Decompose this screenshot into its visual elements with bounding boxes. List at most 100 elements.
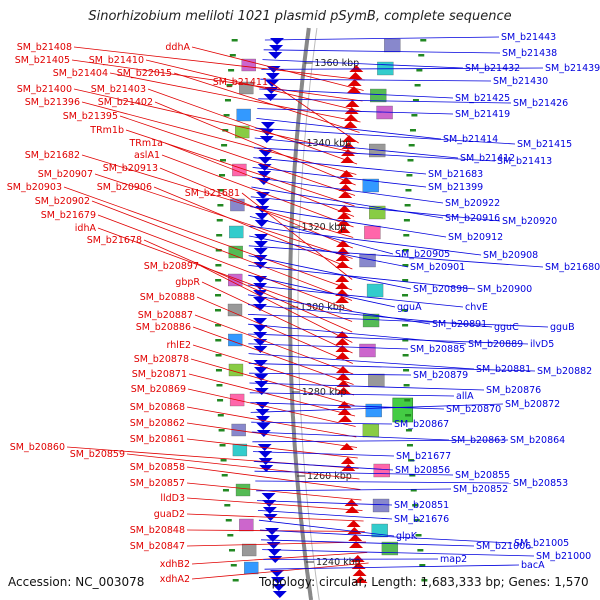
- reverse-gene-arrow: [268, 52, 283, 59]
- left-leader-line: [97, 214, 353, 312]
- right-leader-line: [258, 98, 512, 104]
- left-gene-label-sm-b21681: SM_b21681: [185, 188, 240, 199]
- green-marker: [404, 204, 411, 207]
- forward-gene-arrow: [348, 72, 363, 79]
- reverse-gene-arrow: [256, 430, 271, 437]
- feature-box: [364, 225, 381, 240]
- green-marker: [407, 159, 414, 162]
- forward-gene-arrow: [335, 331, 350, 338]
- reverse-gene-arrow: [255, 409, 270, 416]
- right-leader-line: [256, 118, 442, 140]
- right-gene-label-sm-b20882: SM_b20882: [537, 366, 592, 377]
- forward-gene-arrow: [339, 170, 354, 177]
- reverse-gene-arrow: [262, 507, 277, 514]
- left-gene-label-guad2: guaD2: [154, 509, 185, 520]
- left-gene-label-sm-b20868: SM_b20868: [130, 402, 185, 413]
- green-marker: [419, 564, 426, 567]
- left-gene-label-sm-b20907: SM_b20907: [38, 169, 93, 180]
- green-marker: [409, 474, 416, 477]
- green-marker: [410, 489, 417, 492]
- green-marker: [402, 324, 409, 327]
- forward-gene-arrow: [345, 100, 360, 107]
- left-leader-line: [192, 326, 354, 385]
- left-leader-line: [191, 562, 369, 580]
- green-marker: [226, 84, 233, 87]
- left-gene-label-sm-b21678: SM_b21678: [87, 235, 142, 246]
- right-leader-line: [255, 480, 512, 484]
- feature-box: [227, 303, 243, 317]
- forward-gene-arrow: [335, 338, 350, 345]
- green-marker: [402, 249, 409, 252]
- left-leader-line: [186, 513, 364, 522]
- right-gene-label-sm-b21415: SM_b21415: [517, 139, 572, 150]
- green-marker: [215, 249, 222, 252]
- right-gene-label-sm-b20876: SM_b20876: [486, 385, 541, 396]
- right-gene-label-sm-b21426: SM_b21426: [513, 98, 568, 109]
- feature-box: [359, 343, 376, 358]
- feature-box: [232, 443, 248, 457]
- green-marker: [417, 549, 424, 552]
- forward-gene-arrow: [335, 352, 350, 359]
- right-leader-line: [255, 127, 516, 145]
- green-marker: [222, 129, 229, 132]
- right-gene-label-sm-b21430: SM_b21430: [493, 76, 548, 87]
- reverse-gene-arrow: [265, 73, 280, 80]
- right-leader-line: [252, 167, 427, 188]
- right-gene-label-sm-b21677: SM_b21677: [396, 451, 451, 462]
- right-gene-label-sm-b20864: SM_b20864: [510, 435, 565, 446]
- reverse-gene-arrow: [269, 38, 284, 45]
- right-leader-line: [264, 36, 500, 41]
- green-marker: [225, 519, 232, 522]
- left-gene-label-sm-b22015: SM_b22015: [117, 68, 172, 79]
- forward-gene-arrow: [344, 499, 359, 506]
- forward-gene-arrow: [340, 457, 355, 464]
- green-marker: [215, 339, 222, 342]
- left-leader-line: [269, 81, 359, 144]
- reverse-gene-arrow: [253, 325, 268, 332]
- left-leader-line: [187, 388, 356, 427]
- right-leader-line: [256, 488, 452, 492]
- feature-box: [365, 403, 382, 418]
- right-leader-line: [248, 353, 475, 370]
- feature-box: [229, 225, 244, 239]
- left-gene-label-lldd3: lldD3: [160, 493, 185, 504]
- green-marker: [402, 264, 409, 267]
- green-marker: [220, 159, 227, 162]
- left-gene-label-sm-b20861: SM_b20861: [130, 434, 185, 445]
- green-marker: [414, 84, 421, 87]
- feature-box: [235, 483, 251, 497]
- forward-gene-arrow: [337, 408, 352, 415]
- reverse-gene-arrow: [256, 192, 271, 199]
- reverse-gene-arrow: [266, 542, 281, 549]
- green-marker: [221, 144, 228, 147]
- left-gene-label-sm-b20878: SM_b20878: [134, 354, 189, 365]
- left-gene-label-sm-b21400: SM_b21400: [17, 84, 72, 95]
- left-leader-line: [73, 46, 365, 81]
- right-gene-label-map2: map2: [440, 554, 467, 565]
- left-gene-label-sm-b20871: SM_b20871: [132, 369, 187, 380]
- accession-text: Accession: NC_003078: [8, 575, 145, 589]
- green-marker: [218, 189, 225, 192]
- left-labels: SM_b21408 ddhA SM_b21405 SM_b21410 SM_b21404…: [7, 42, 268, 585]
- forward-gene-arrow: [346, 520, 361, 527]
- forward-gene-arrow: [348, 534, 363, 541]
- reverse-gene-arrow: [269, 45, 284, 52]
- left-gene-label-sm-b20913: SM_b20913: [103, 163, 158, 174]
- right-gene-label-ggub: gguB: [550, 322, 575, 333]
- green-marker: [403, 219, 410, 222]
- reverse-gene-arrow: [253, 248, 268, 255]
- right-leader-line: [259, 88, 454, 99]
- right-gene-label-chve: chvE: [465, 302, 488, 313]
- right-gene-label-sm-b21676: SM_b21676: [394, 514, 449, 525]
- right-gene-label-sm-b21432: SM_b21432: [465, 63, 520, 74]
- green-marker: [413, 519, 420, 522]
- reverse-gene-arrow: [253, 255, 268, 262]
- left-gene-label-xdhb2: xdhB2: [160, 559, 190, 570]
- left-leader-line: [164, 142, 355, 217]
- right-gene-label-sm-b21439: SM_b21439: [545, 63, 600, 74]
- green-marker: [411, 114, 418, 117]
- left-leader-line: [153, 186, 353, 270]
- reverse-gene-arrow: [265, 535, 280, 542]
- green-marker: [421, 579, 428, 582]
- right-gene-label-sm-b20872: SM_b20872: [505, 399, 560, 410]
